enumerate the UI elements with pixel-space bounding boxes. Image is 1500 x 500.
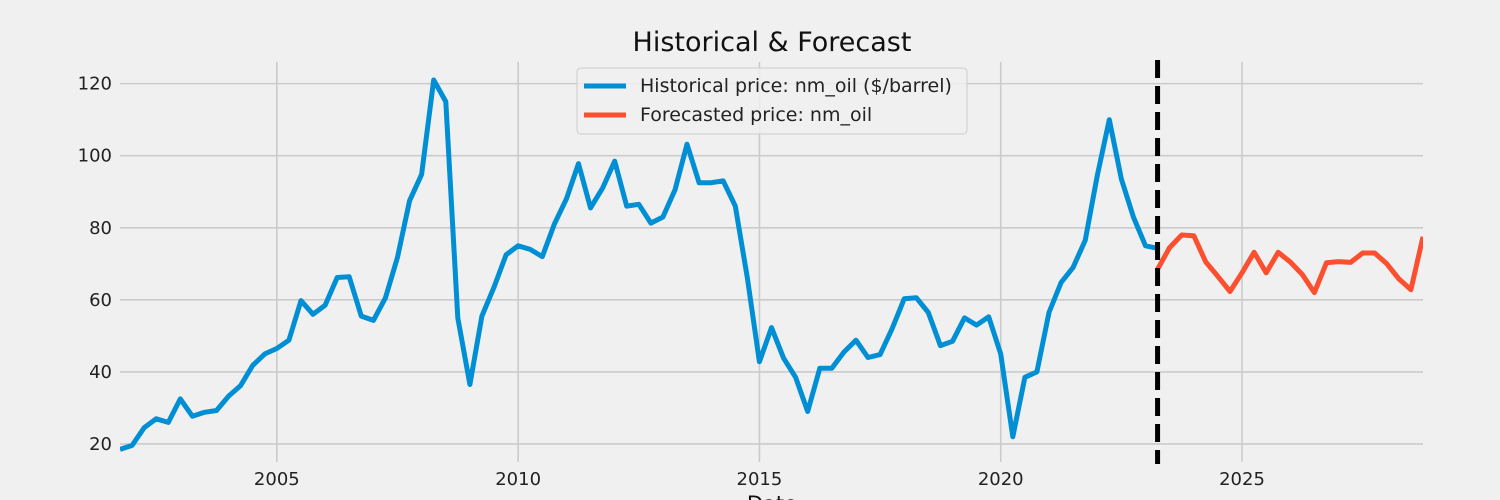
x-tick-label: 2015 (737, 469, 783, 490)
y-tick-labels: 20 40 60 80 100 120 (78, 74, 112, 455)
x-axis-label: Date (747, 492, 797, 500)
y-tick-label: 80 (89, 218, 112, 239)
y-tick-label: 20 (89, 434, 112, 455)
legend-box (576, 67, 968, 135)
y-tick-label: 60 (89, 290, 112, 311)
x-tick-label: 2025 (1219, 469, 1265, 490)
series-line-historical (120, 77, 1159, 452)
legend-label-historical: Historical price: nm_oil ($/barrel) (640, 75, 952, 97)
x-tick-label: 2010 (495, 469, 541, 490)
x-tick-labels: 2005 2010 2015 2020 2025 (254, 469, 1265, 490)
plot-area (120, 77, 1423, 452)
y-tick-label: 120 (78, 74, 112, 95)
legend: Historical price: nm_oil ($/barrel) Fore… (576, 67, 968, 135)
series-line-forecast (1155, 232, 1423, 296)
y-tick-label: 40 (89, 362, 112, 383)
y-tick-label: 100 (78, 146, 112, 167)
legend-label-forecast: Forecasted price: nm_oil (640, 104, 872, 126)
chart-title: Historical & Forecast (633, 27, 912, 58)
x-tick-label: 2005 (254, 469, 300, 490)
x-tick-label: 2020 (978, 469, 1024, 490)
